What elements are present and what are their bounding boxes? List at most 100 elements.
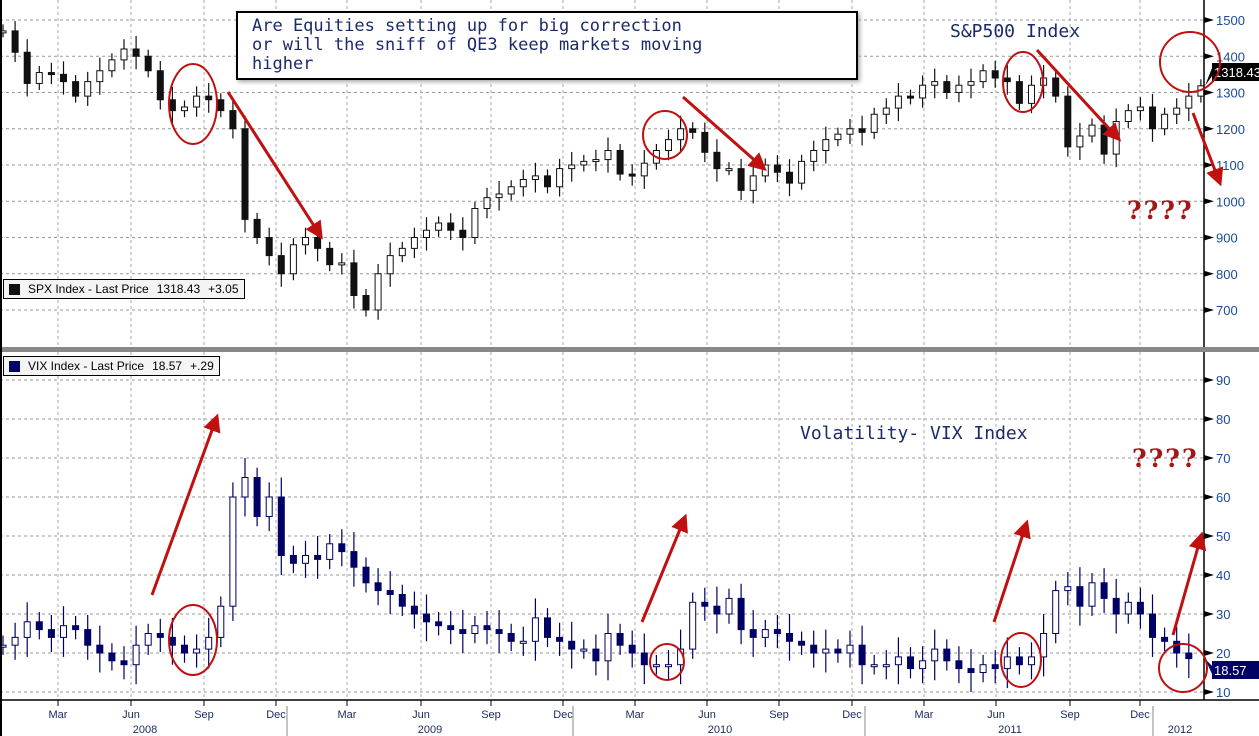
candle-body — [60, 73, 67, 83]
candle-body — [1100, 582, 1108, 599]
panel-divider — [0, 347, 1259, 352]
candle-body — [326, 543, 334, 560]
candle-body — [338, 262, 346, 266]
ytick — [1204, 611, 1214, 617]
candle-body — [1088, 582, 1096, 607]
candle-body — [531, 617, 539, 642]
ytick-label: 10 — [1216, 685, 1230, 700]
spx-legend-last: 1318.43 — [156, 282, 201, 296]
candle-body — [519, 179, 527, 188]
candle-body — [1088, 124, 1096, 137]
year-label: 2012 — [1168, 724, 1192, 736]
candle-body — [314, 555, 322, 560]
month-label: Dec — [553, 709, 573, 721]
candle-body — [894, 656, 902, 666]
ytick-label: 1500 — [1216, 13, 1245, 28]
candle-body — [350, 262, 358, 296]
candle-body — [1028, 656, 1035, 666]
vix-question-marks: ???? — [1132, 444, 1199, 473]
spx-legend-swatch — [9, 283, 20, 295]
ytick — [1204, 455, 1214, 461]
annotation-arrow — [150, 413, 221, 596]
candle-body — [483, 197, 491, 209]
candle-body — [1003, 77, 1011, 83]
candle-body — [519, 640, 527, 644]
ytick — [1204, 89, 1214, 96]
candle-body — [205, 95, 213, 101]
ytick-label: 1000 — [1216, 194, 1245, 209]
candle-body — [84, 629, 92, 646]
candle-body — [326, 247, 334, 266]
last-price-tag — [1212, 63, 1259, 81]
candle-body — [156, 70, 164, 101]
candle-body — [156, 633, 164, 638]
ytick — [1204, 689, 1214, 695]
candle-body — [773, 164, 781, 173]
annotation-circle — [168, 63, 218, 145]
candle-body — [689, 128, 697, 133]
candle-body — [652, 664, 660, 668]
candle-body — [47, 72, 55, 76]
candle-body — [665, 664, 672, 668]
candle-body — [35, 72, 43, 84]
candle-body — [1052, 590, 1060, 634]
ytick — [1204, 17, 1214, 23]
ytick-label: 60 — [1216, 490, 1230, 505]
candle-body — [931, 648, 939, 662]
candle-body — [894, 95, 902, 109]
candle-body — [374, 273, 382, 311]
ytick — [1204, 198, 1214, 205]
last-price-value: 1318.43 — [1214, 65, 1259, 80]
annotation-circle — [642, 110, 688, 160]
candle-body — [1112, 121, 1120, 155]
candle-body — [544, 617, 551, 638]
candle-body — [737, 168, 745, 191]
candle-body — [1052, 77, 1060, 97]
candle-body — [120, 660, 128, 666]
candle-body — [943, 648, 951, 662]
vix-legend-last: 18.57 — [152, 359, 183, 373]
candle-body — [882, 664, 890, 668]
candle-body — [265, 237, 273, 257]
candle-body — [423, 613, 430, 623]
ytick-label: 1300 — [1216, 86, 1245, 101]
spx-legend-change: +3.05 — [208, 282, 239, 296]
candle-body — [277, 496, 285, 556]
candle-body — [362, 566, 370, 584]
candle-body — [979, 70, 987, 83]
candle-body — [23, 51, 31, 84]
candle-body — [677, 128, 685, 141]
candle-body — [386, 590, 394, 595]
spx-legend-name: SPX Index - Last Price — [28, 282, 149, 296]
ytick-label: 70 — [1216, 451, 1230, 466]
candle-body — [870, 664, 878, 668]
candle-body — [749, 175, 757, 191]
month-label: Sep — [481, 709, 501, 721]
candle-body — [531, 175, 539, 180]
candle-body — [447, 222, 455, 231]
candle-body — [507, 633, 515, 642]
candle-body — [919, 84, 927, 99]
candle-body — [471, 625, 479, 635]
candle-body — [60, 625, 67, 638]
candle-body — [943, 81, 951, 93]
ytick — [1204, 533, 1214, 539]
annotation-arrow — [1191, 112, 1224, 187]
candle-body — [35, 621, 43, 631]
annotation-circle — [1000, 632, 1042, 688]
candle-body — [773, 629, 781, 634]
candle-body — [616, 633, 624, 646]
candle-body — [628, 173, 636, 177]
candle-body — [0, 644, 7, 648]
candle-body — [144, 633, 152, 646]
ytick-label: 90 — [1216, 373, 1230, 388]
ytick-label: 50 — [1216, 529, 1230, 544]
candle-body — [96, 644, 104, 654]
ytick — [1204, 572, 1214, 578]
candle-body — [665, 139, 672, 151]
candle-body — [1185, 95, 1193, 109]
candle-body — [604, 150, 612, 161]
ytick — [1204, 234, 1214, 241]
candle-body — [991, 664, 999, 670]
candle-body — [253, 477, 261, 517]
